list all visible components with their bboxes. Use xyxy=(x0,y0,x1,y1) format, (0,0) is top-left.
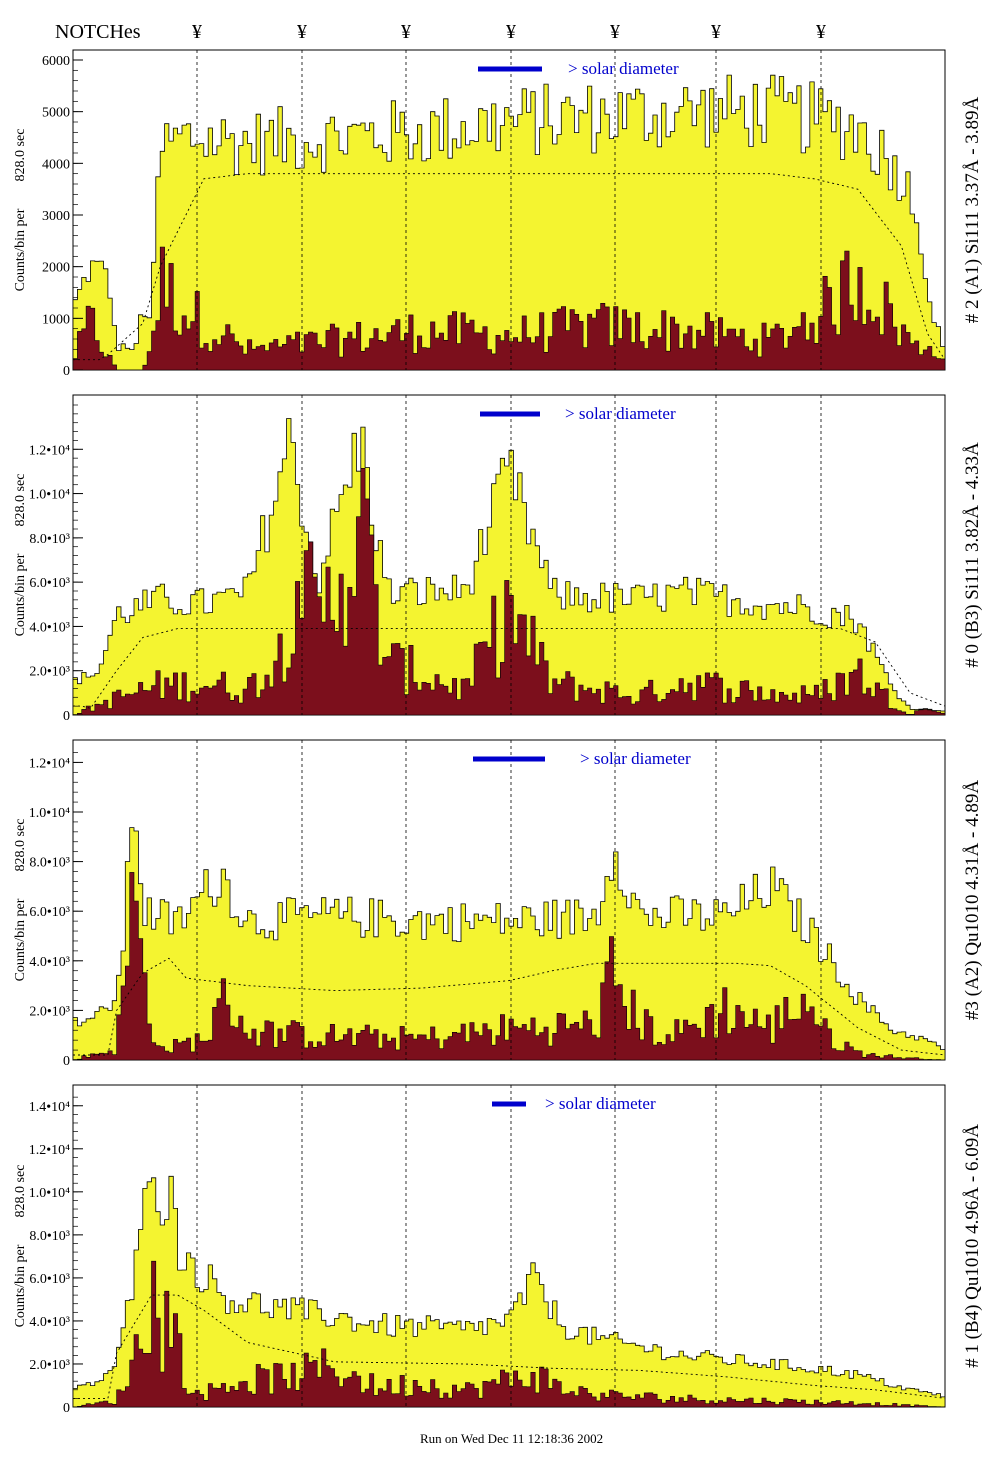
notch-symbol: ¥ xyxy=(816,21,826,43)
y-tick-label: 0 xyxy=(63,364,70,379)
y-tick-label: 2.0•10³ xyxy=(29,1004,70,1019)
fit-curve xyxy=(73,957,946,1056)
y-axis-unit: 828.0 sec xyxy=(13,1165,28,1218)
y-axis-unit: 828.0 sec xyxy=(13,819,28,872)
y-tick-label: 6.0•10³ xyxy=(29,576,70,591)
y-tick-label: 1.0•10⁴ xyxy=(29,1186,70,1201)
y-axis-unit: 828.0 sec xyxy=(13,474,28,527)
y-tick-label: 6000 xyxy=(42,54,70,69)
notch-symbol: ¥ xyxy=(401,21,411,43)
y-tick-label: 0 xyxy=(63,709,70,724)
panel-2: 0 2.0•10³ 4.0•10³ 6.0•10³ 8.0•10³ 1.0•10⁴ 1.2•… xyxy=(13,739,983,1069)
notches-label: NOTCHes xyxy=(55,21,141,43)
y-tick-label: 8.0•10³ xyxy=(29,532,70,547)
y-tick-label: 8.0•10³ xyxy=(29,856,70,871)
y-tick-label: 0 xyxy=(63,1054,70,1069)
yellow-series xyxy=(72,418,946,716)
panel-title: # 2 (A1) Si111 3.37Å - 3.89Å xyxy=(962,96,983,323)
notch-symbol: ¥ xyxy=(192,21,202,43)
solar-diameter-label: > solar diameter xyxy=(580,749,691,768)
panel-title: #3 (A2) Qu1010 4.31Å - 4.89Å xyxy=(962,780,983,1020)
solar-diameter-label: > solar diameter xyxy=(565,404,676,423)
y-tick-label: 4.0•10³ xyxy=(29,955,70,970)
notch-symbols: ¥ ¥ ¥ ¥ ¥ ¥ ¥ xyxy=(192,21,826,43)
y-tick-label: 1.2•10⁴ xyxy=(29,1143,70,1158)
y-axis-label: Counts/bin per xyxy=(13,898,28,981)
y-tick-label: 2000 xyxy=(42,261,70,276)
y-tick-label: 4000 xyxy=(42,157,70,172)
notch-symbol: ¥ xyxy=(506,21,516,43)
y-tick-label: 6.0•10³ xyxy=(29,905,70,920)
panel-title: # 1 (B4) Qu1010 4.96Å - 6.09Å xyxy=(962,1124,983,1368)
y-tick-label: 2.0•10³ xyxy=(29,665,70,680)
maroon-series xyxy=(72,246,946,371)
notch-symbol: ¥ xyxy=(297,21,307,43)
notch-symbol: ¥ xyxy=(610,21,620,43)
y-tick-label: 8.0•10³ xyxy=(29,1229,70,1244)
y-axis-label: Counts/bin per xyxy=(13,208,28,291)
y-axis-unit: 828.0 sec xyxy=(13,129,28,182)
y-tick-label: 6.0•10³ xyxy=(29,1272,70,1287)
solar-diameter-label: > solar diameter xyxy=(545,1094,656,1113)
y-tick-label: 5000 xyxy=(42,106,70,121)
y-tick-label: 1000 xyxy=(42,312,70,327)
panel-1: 0 2.0•10³ 4.0•10³ 6.0•10³ 8.0•10³ 1.0•10⁴ 1.2•… xyxy=(13,394,983,724)
y-tick-label: 1.0•10⁴ xyxy=(29,806,70,821)
solar-diameter-label: > solar diameter xyxy=(568,59,679,78)
y-tick-label: 1.4•10⁴ xyxy=(29,1100,70,1115)
maroon-series xyxy=(72,468,946,716)
panel-0: 0 1000 2000 3000 4000 5000 6000 Counts/bin per 8… xyxy=(13,49,983,379)
y-tick-label: 0 xyxy=(63,1401,70,1416)
y-tick-label: 2.0•10³ xyxy=(29,1358,70,1373)
y-axis-label: Counts/bin per xyxy=(13,553,28,636)
panel-3: 0 2.0•10³ 4.0•10³ 6.0•10³ 8.0•10³ 1.0•10⁴ 1.2•… xyxy=(13,1084,983,1416)
yellow-series xyxy=(72,74,946,371)
y-tick-label: 4.0•10³ xyxy=(29,1315,70,1330)
maroon-series xyxy=(72,1260,946,1408)
y-tick-label: 1.2•10⁴ xyxy=(29,443,70,458)
y-tick-label: 4.0•10³ xyxy=(29,620,70,635)
yellow-series xyxy=(72,1175,946,1408)
maroon-series xyxy=(72,872,946,1061)
y-tick-label: 3000 xyxy=(42,209,70,224)
y-axis-label: Counts/bin per xyxy=(13,1244,28,1327)
notch-symbol: ¥ xyxy=(711,21,721,43)
run-info-label: Run on Wed Dec 11 12:18:36 2002 xyxy=(420,1431,603,1446)
y-tick-label: 1.2•10⁴ xyxy=(29,756,70,771)
panel-title: # 0 (B3) Si111 3.82Å - 4.33Å xyxy=(962,442,983,668)
y-tick-label: 1.0•10⁴ xyxy=(29,488,70,503)
fit-curve xyxy=(73,173,946,361)
